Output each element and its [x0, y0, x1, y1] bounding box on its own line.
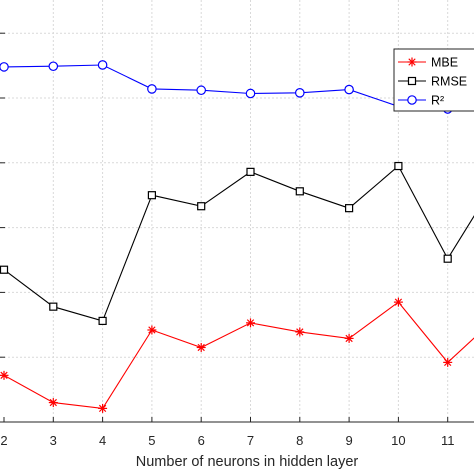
- legend-marker: [407, 57, 417, 67]
- x-tick-label: 7: [247, 433, 254, 448]
- data-point: [98, 316, 107, 326]
- legend-entry: R²: [398, 94, 444, 108]
- x-tick-label: 11: [441, 433, 455, 448]
- data-point: [0, 265, 9, 274]
- data-point: [147, 84, 157, 94]
- data-point: [344, 84, 354, 95]
- data-point: [393, 297, 403, 307]
- series-1: [0, 161, 474, 326]
- data-point: [394, 161, 403, 171]
- data-point: [48, 61, 59, 72]
- data-point: [245, 88, 256, 99]
- data-point: [98, 403, 108, 413]
- series-0: [0, 297, 474, 413]
- data-point: [443, 357, 453, 367]
- data-point: [147, 325, 157, 335]
- data-point: [344, 333, 354, 343]
- legend-entry: RMSE: [398, 75, 467, 89]
- series-line: [3, 165, 474, 322]
- data-point: [295, 327, 305, 337]
- data-point: [246, 318, 255, 328]
- grid: [0, 0, 474, 422]
- x-tick-label: 3: [50, 433, 57, 448]
- legend-marker: [407, 76, 417, 86]
- x-tick-label: 8: [296, 433, 303, 448]
- legend-label: R²: [431, 94, 444, 108]
- legend: MBE RMSE R²: [393, 48, 474, 112]
- series-line: [3, 301, 474, 409]
- data-point: [345, 204, 354, 213]
- series: [0, 60, 474, 413]
- data-point: [294, 88, 305, 98]
- data-point: [49, 302, 58, 311]
- y-ticks: [0, 32, 5, 358]
- x-tick-label: 9: [345, 433, 352, 448]
- x-ticks: 2 3 4 5 6 7 8 9 10 11: [0, 417, 454, 448]
- legend-label: MBE: [431, 56, 458, 70]
- legend-label: RMSE: [431, 75, 467, 89]
- data-point: [48, 398, 58, 408]
- x-tick-label: 2: [0, 433, 7, 448]
- data-point: [196, 342, 206, 352]
- data-point: [246, 167, 255, 176]
- data-point: [147, 191, 156, 200]
- data-point: [0, 370, 9, 380]
- data-point: [0, 62, 9, 72]
- data-point: [97, 60, 108, 70]
- x-tick-label: 6: [198, 433, 205, 448]
- data-point: [196, 85, 206, 96]
- legend-entry: MBE: [398, 56, 458, 70]
- data-point: [443, 254, 452, 263]
- legend-marker: [407, 95, 417, 105]
- x-axis-title: Number of neurons in hidden layer: [136, 454, 359, 470]
- x-tick-label: 5: [148, 433, 155, 448]
- x-tick-label: 4: [99, 433, 106, 448]
- data-point: [295, 187, 304, 196]
- data-point: [197, 202, 206, 211]
- x-tick-label: 10: [391, 433, 405, 448]
